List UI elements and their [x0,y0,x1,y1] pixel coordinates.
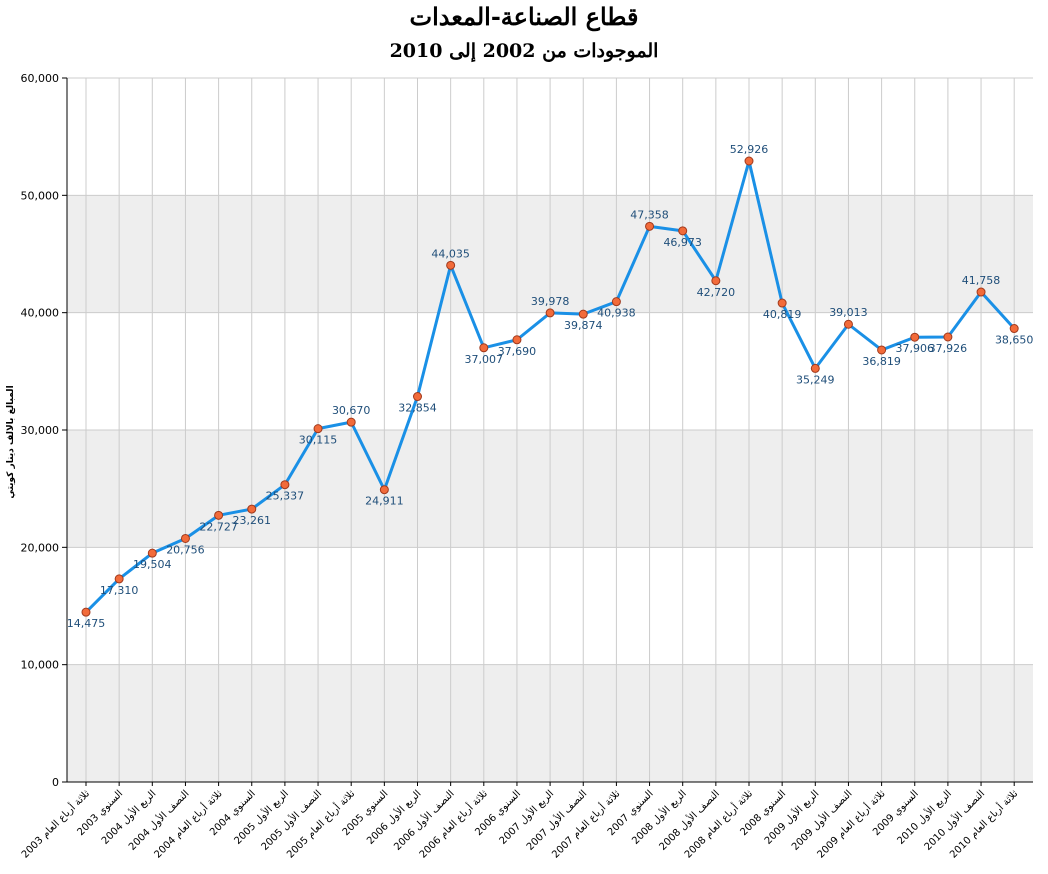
data-point [180,533,190,543]
data-label: 41,758 [962,274,1001,287]
x-tick-label: النصف الأول 2005 [258,787,324,853]
data-label: 23,261 [233,514,272,527]
data-point [214,510,224,520]
data-point [413,392,422,402]
data-label: 17,310 [100,584,139,597]
data-label: 52,926 [730,143,769,156]
x-tick-label: النصف الأول 2007 [523,787,589,853]
data-point [446,260,456,270]
data-label: 42,720 [697,286,736,299]
data-label: 37,007 [465,353,504,366]
data-point [976,287,986,297]
data-point [280,480,290,490]
data-point [81,607,91,617]
data-label: 39,013 [829,306,868,319]
chart-subtitle: الموجودات من 2002 إلى 2010 [389,40,659,62]
data-label: 22,727 [199,520,238,533]
data-point [1009,324,1019,334]
data-point [346,417,356,427]
data-label: 30,670 [332,404,371,417]
x-tick-label: النصف الأول 2004 [126,787,192,853]
y-tick-label: 40,000 [21,307,60,320]
data-label: 14,475 [67,617,106,630]
y-tick-label: 10,000 [21,659,60,672]
data-point [910,332,920,342]
data-label: 30,115 [299,434,338,447]
data-label: 38,650 [995,334,1034,347]
data-label: 25,337 [266,490,305,503]
data-point [843,319,853,329]
x-tick-label: النصف الأول 2008 [656,787,722,853]
data-point [943,332,953,342]
data-label: 40,938 [597,307,636,320]
y-tick-label: 60,000 [21,72,60,85]
data-point [777,298,787,308]
data-point [479,343,489,353]
y-tick-label: 30,000 [21,424,60,437]
data-point [678,226,688,236]
data-point [711,276,721,286]
data-label: 19,504 [133,558,172,571]
data-label: 35,249 [796,373,835,386]
data-label: 37,926 [929,342,968,355]
data-label: 20,756 [166,543,205,556]
data-label: 39,874 [564,319,603,332]
data-label: 37,906 [896,342,935,355]
x-tick-label: النصف الأول 2010 [921,787,987,853]
data-label: 47,358 [630,208,669,221]
data-point [645,221,655,231]
data-label: 37,690 [498,345,537,358]
chart-title: قطاع الصناعة-المعدات [409,2,639,31]
x-tick-label: النصف الأول 2009 [789,787,855,853]
data-point [147,548,157,558]
data-label: 39,978 [531,295,570,308]
data-point [611,297,621,307]
data-label: 44,035 [431,247,470,260]
data-point [744,156,754,166]
data-point [810,363,820,373]
data-label: 46,973 [663,236,702,249]
data-label: 36,819 [862,355,901,368]
data-point [578,309,588,319]
data-point [512,335,522,345]
data-label: 40,819 [763,308,802,321]
data-point [877,345,887,355]
data-point [313,424,323,434]
y-tick-label: 20,000 [21,541,60,554]
y-tick-label: 0 [52,776,59,789]
data-label: 32,854 [398,402,437,415]
y-tick-label: 50,000 [21,189,60,202]
data-label: 24,911 [365,495,404,508]
data-point [379,485,389,495]
x-tick-label: النصف الأول 2006 [391,787,457,853]
data-point [545,308,555,318]
data-point [114,574,124,584]
data-point [247,504,257,514]
